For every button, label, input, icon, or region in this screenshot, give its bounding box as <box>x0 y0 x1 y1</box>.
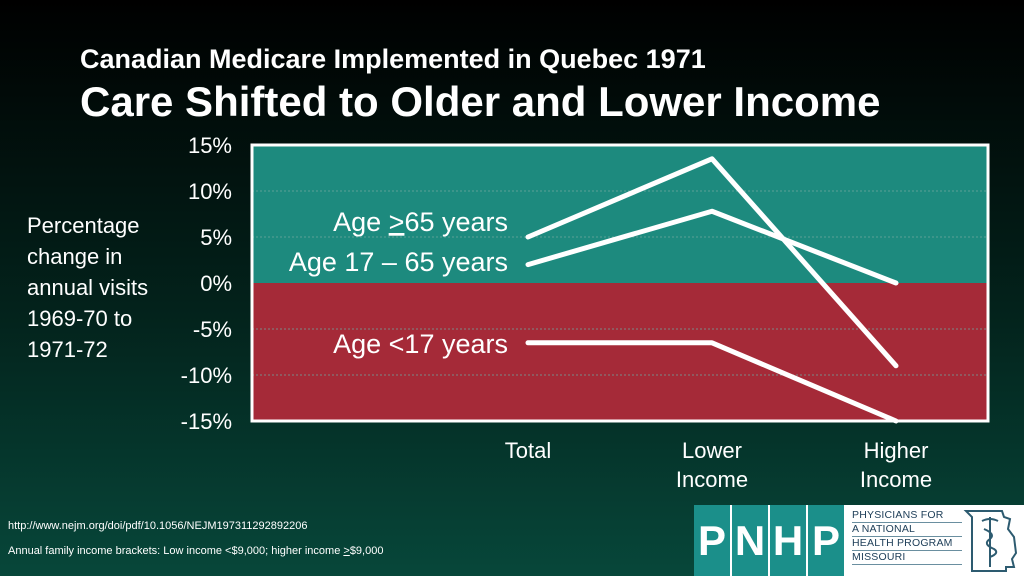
y-tick-label: -10% <box>181 363 232 388</box>
logo-org-name: PHYSICIANS FOR A NATIONAL HEALTH PROGRAM… <box>852 509 962 565</box>
slide-title: Care Shifted to Older and Lower Income <box>80 78 881 125</box>
x-tick-label: Income <box>860 467 932 492</box>
income-footnote: Annual family income brackets: Low incom… <box>8 545 384 557</box>
y-tick-label: 10% <box>188 179 232 204</box>
negative-region <box>252 283 988 421</box>
logo-letter: H <box>770 505 808 576</box>
positive-region <box>252 145 988 283</box>
series-line-age-65-plus <box>525 156 899 369</box>
x-tick-label: Lower <box>682 438 742 463</box>
logo-letter: N <box>732 505 770 576</box>
y-axis-label: Percentage change in annual visits 1969-… <box>27 213 149 362</box>
y-tick-label: 5% <box>200 225 232 250</box>
series-label-age-65-plus: Age >65 years <box>333 207 508 237</box>
logo-letter: P <box>808 505 846 576</box>
missouri-state-caduceus-icon <box>963 510 1018 572</box>
series-line-age-17-65 <box>525 208 899 286</box>
series-label-age-17-65: Age 17 – 65 years <box>289 247 508 277</box>
pnhp-logo: P N H P PHYSICIANS FOR A NATIONAL HEALTH… <box>694 505 1024 576</box>
series-label-age-under-17: Age <17 years <box>333 329 508 359</box>
x-tick-label: Higher <box>864 438 929 463</box>
logo-letter: P <box>694 505 732 576</box>
pnhp-letters: P N H P <box>694 505 846 576</box>
y-tick-label: -5% <box>193 317 232 342</box>
y-tick-label: -15% <box>181 409 232 434</box>
x-tick-label: Income <box>676 467 748 492</box>
line-chart: 15% 10% 5% 0% -5% -10% -15% Total Lower Income Hig… <box>181 133 990 492</box>
plot-border <box>250 143 990 423</box>
y-tick-label: 15% <box>188 133 232 158</box>
y-tick-label: 0% <box>200 271 232 296</box>
slide-subtitle: Canadian Medicare Implemented in Quebec … <box>80 44 706 74</box>
series-line-age-under-17 <box>525 340 899 424</box>
source-url: http://www.nejm.org/doi/pdf/10.1056/NEJM… <box>8 520 308 532</box>
x-tick-label: Total <box>505 438 551 463</box>
